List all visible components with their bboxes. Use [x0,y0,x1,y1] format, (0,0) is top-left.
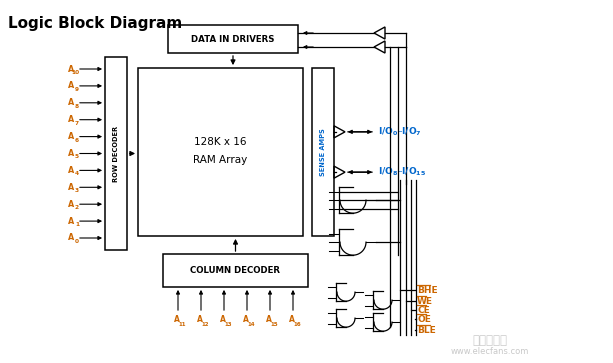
Text: $\mathbf{I/O_0}$–$\mathbf{I/O_7}$: $\mathbf{I/O_0}$–$\mathbf{I/O_7}$ [378,126,422,138]
Text: 0: 0 [75,239,79,244]
Text: BLE: BLE [417,326,436,335]
Text: 15: 15 [270,322,278,327]
Text: 11: 11 [178,322,186,327]
Text: A: A [197,315,203,324]
Text: CE: CE [417,306,430,315]
Text: 14: 14 [247,322,255,327]
Bar [138,68,303,236]
Text: 6: 6 [75,138,79,143]
Text: COLUMN DECODER: COLUMN DECODER [191,266,281,275]
Text: 16: 16 [293,322,301,327]
Text: A: A [266,315,272,324]
Text: A: A [68,132,74,141]
Text: A: A [68,200,74,209]
Text: RAM Array: RAM Array [193,155,248,165]
Text: A: A [220,315,226,324]
Text: 电子发烧友: 电子发烧友 [473,334,508,347]
Text: A: A [243,315,249,324]
Text: 5: 5 [75,155,79,159]
Text: 2: 2 [75,205,79,210]
Text: 4: 4 [75,171,79,176]
Text: 13: 13 [224,322,232,327]
Text: 12: 12 [201,322,209,327]
Bar [163,254,308,287]
Text: WE: WE [417,297,433,306]
Text: 1: 1 [75,222,79,227]
Text: www.elecfans.com: www.elecfans.com [451,347,529,356]
Text: OE: OE [417,315,431,324]
Text: A: A [68,115,74,124]
Text: A: A [289,315,295,324]
Text: ROW DECODER: ROW DECODER [113,126,119,182]
Text: A: A [68,217,74,225]
Text: Logic Block Diagram: Logic Block Diagram [8,16,182,31]
Text: A: A [68,166,74,175]
Text: A: A [68,233,74,242]
Text: A: A [68,65,74,73]
Text: 8: 8 [75,104,79,109]
Text: A: A [174,315,180,324]
Text: BHE: BHE [417,286,438,295]
Text: $\mathbf{I/O_8}$–$\mathbf{I/O_{15}}$: $\mathbf{I/O_8}$–$\mathbf{I/O_{15}}$ [378,166,426,178]
Text: 128K x 16: 128K x 16 [194,137,247,147]
Text: DATA IN DRIVERS: DATA IN DRIVERS [191,34,275,44]
Bar [312,68,334,236]
Text: A: A [68,98,74,107]
Text: A: A [68,81,74,90]
Text: A: A [68,149,74,158]
Text: A: A [68,183,74,192]
Bar [105,57,127,250]
Text: 7: 7 [75,121,79,126]
Text: SENSE AMPS: SENSE AMPS [320,128,326,176]
Text: 3: 3 [75,188,79,193]
Text: 10: 10 [71,70,79,75]
Text: 9: 9 [75,87,79,92]
Bar [168,25,298,53]
